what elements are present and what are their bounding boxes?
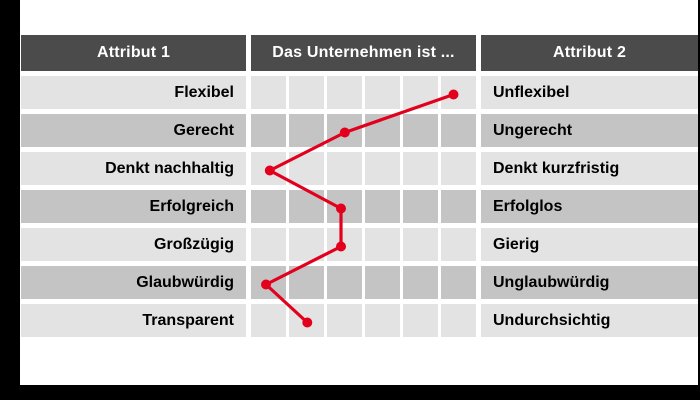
rating-grid-cell — [403, 114, 438, 147]
rating-grid-cell — [441, 228, 476, 261]
rating-grid-cell — [251, 190, 286, 223]
rating-grid-cell — [403, 190, 438, 223]
rating-grid-cell — [403, 76, 438, 109]
rating-grid-cell — [365, 190, 400, 223]
rating-grid-cell — [289, 228, 324, 261]
rating-grid-cell — [327, 190, 362, 223]
header-attribut-2: Attribut 2 — [481, 35, 698, 71]
attribute-right-row: Unflexibel — [481, 76, 698, 109]
rating-grid-cell — [365, 76, 400, 109]
rating-grid-cell — [289, 114, 324, 147]
attribute-left-row: Erfolgreich — [21, 190, 246, 223]
attribute-left-row: Transparent — [21, 304, 246, 337]
rating-grid-cell — [403, 266, 438, 299]
rating-grid-cell — [441, 304, 476, 337]
rating-grid-cell — [327, 76, 362, 109]
rating-grid-cell — [403, 228, 438, 261]
rating-grid-cell — [441, 114, 476, 147]
rating-grid-cell — [251, 114, 286, 147]
attribute-left-row: Gerecht — [21, 114, 246, 147]
rating-grid-cell — [289, 304, 324, 337]
attribute-right-row: Erfolglos — [481, 190, 698, 223]
rating-grid-row — [251, 266, 476, 299]
rating-grid-cell — [251, 266, 286, 299]
rating-grid-cell — [327, 266, 362, 299]
rating-grid-cell — [289, 152, 324, 185]
rating-grid-cell — [251, 152, 286, 185]
attribute-right-row: Undurchsichtig — [481, 304, 698, 337]
rating-grid-cell — [327, 152, 362, 185]
rating-grid-cell — [327, 304, 362, 337]
attribute-left-row: Großzügig — [21, 228, 246, 261]
column-attribut-2: Attribut 2 Unflexibel Ungerecht Denkt ku… — [481, 35, 698, 342]
rating-grid-row — [251, 76, 476, 109]
rating-grid-row — [251, 190, 476, 223]
rating-grid-cell — [251, 228, 286, 261]
content-canvas: Attribut 1 Flexibel Gerecht Denkt nachha… — [20, 0, 698, 385]
rating-grid-cell — [441, 266, 476, 299]
attribute-right-row: Gierig — [481, 228, 698, 261]
rating-grid-cell — [289, 76, 324, 109]
attribute-right-row: Unglaubwürdig — [481, 266, 698, 299]
attribute-right-row: Ungerecht — [481, 114, 698, 147]
attribute-right-row: Denkt kurzfristig — [481, 152, 698, 185]
rating-grid-row — [251, 114, 476, 147]
column-rating-grid: Das Unternehmen ist ... — [251, 35, 476, 342]
rating-grid-cell — [327, 114, 362, 147]
rating-grid-cell — [251, 76, 286, 109]
rating-grid-cell — [441, 152, 476, 185]
attribute-left-row: Flexibel — [21, 76, 246, 109]
rating-grid-cell — [403, 152, 438, 185]
profile-table: Attribut 1 Flexibel Gerecht Denkt nachha… — [21, 35, 698, 342]
rating-grid-cell — [327, 228, 362, 261]
header-attribut-1: Attribut 1 — [21, 35, 246, 71]
rating-grid-cell — [441, 190, 476, 223]
rating-grid-cell — [365, 304, 400, 337]
rating-grid-cell — [365, 266, 400, 299]
rating-grid-cell — [365, 114, 400, 147]
rating-grid-cell — [289, 266, 324, 299]
rating-grid-row — [251, 228, 476, 261]
rating-grid-cell — [365, 228, 400, 261]
rating-grid-cell — [441, 76, 476, 109]
attribute-left-row: Glaubwürdig — [21, 266, 246, 299]
rating-grid-row — [251, 304, 476, 337]
rating-grid-cell — [365, 152, 400, 185]
rating-grid-row — [251, 152, 476, 185]
header-company-statement: Das Unternehmen ist ... — [251, 35, 476, 71]
rating-grid-cell — [403, 304, 438, 337]
rating-grid-cell — [251, 304, 286, 337]
rating-grid-cell — [289, 190, 324, 223]
column-attribut-1: Attribut 1 Flexibel Gerecht Denkt nachha… — [21, 35, 246, 342]
attribute-left-row: Denkt nachhaltig — [21, 152, 246, 185]
